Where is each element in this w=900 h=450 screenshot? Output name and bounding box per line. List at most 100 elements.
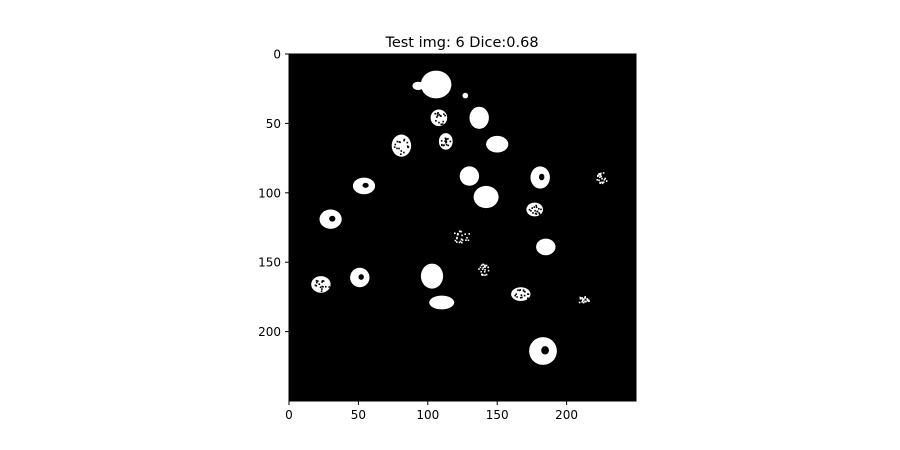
blob-pixel [456, 237, 458, 240]
blob-pixel [466, 237, 468, 239]
blob-speckle [445, 141, 447, 144]
blob-pixel [602, 181, 605, 183]
cell-blob [459, 166, 480, 186]
blob-speckle [318, 283, 321, 285]
blob-speckle [445, 138, 447, 140]
blob-speckle [538, 212, 540, 214]
blob-pixel [600, 175, 603, 178]
blob-speckle [441, 144, 443, 147]
blob-speckle [403, 151, 405, 154]
blob-pixel [479, 266, 482, 269]
blob-pixel [599, 176, 601, 178]
blob-speckle [436, 112, 439, 115]
blob-pixel [586, 298, 589, 300]
blob-pixel [484, 264, 486, 267]
blob-speckle [406, 141, 409, 144]
blob-hole [539, 173, 545, 181]
chart-title: Test img: 6 Dice:0.68 [384, 35, 538, 51]
blob-pixel [484, 266, 486, 268]
blob-pixel [579, 296, 582, 299]
blob-speckle [434, 112, 436, 115]
cell-blob [486, 135, 509, 153]
blob-pixel [599, 174, 602, 176]
blob-speckle [437, 112, 439, 114]
blob-speckle [398, 147, 400, 150]
blob-speckle [528, 208, 531, 211]
blob-speckle [538, 208, 540, 210]
blob-pixel [482, 274, 484, 276]
blob-speckle [403, 139, 405, 142]
blob-speckle [396, 140, 399, 143]
blob-speckle [438, 121, 440, 124]
blob-speckle [444, 114, 446, 117]
blob-speckle [533, 206, 536, 208]
cell-blob [536, 238, 556, 256]
cell-blob [429, 295, 455, 310]
blob-speckle [398, 141, 401, 143]
blob-pixel [601, 182, 604, 185]
blob-speckle [534, 209, 536, 212]
blob-pixel [586, 299, 589, 302]
blob-body [412, 81, 424, 91]
blob-pixel [600, 172, 602, 175]
blob-speckle [321, 281, 323, 283]
blob-hole [541, 346, 549, 355]
blob-pixel [584, 300, 586, 303]
blob-pixel [461, 241, 463, 244]
y-tick-label: 0 [273, 48, 281, 62]
blob-pixel [460, 230, 462, 233]
blob-speckle [328, 286, 330, 288]
blob-pixel [487, 266, 489, 269]
blob-pixel [584, 297, 586, 299]
blob-speckle [315, 279, 318, 282]
blob-speckle [406, 145, 409, 147]
cell-blob [352, 177, 376, 195]
blob-pixel [598, 173, 600, 175]
cell-blob [473, 185, 499, 209]
cell-blob [469, 106, 489, 129]
blob-pixel [582, 301, 585, 304]
blob-body [420, 263, 444, 289]
blob-speckle [321, 280, 324, 282]
blob-speckle [436, 116, 438, 118]
blob-pixel [581, 297, 584, 300]
cell-blob [478, 263, 490, 276]
blob-speckle [320, 290, 323, 292]
blob-speckle [445, 138, 448, 140]
blob-pixel [480, 264, 483, 267]
blob-speckle [445, 141, 448, 143]
y-tick-label: 100 [258, 186, 281, 200]
cell-blob [420, 263, 444, 289]
blob-speckle [441, 123, 444, 125]
blob-pixel [464, 233, 466, 235]
cell-blob [526, 202, 543, 217]
blob-speckle [535, 213, 538, 215]
blob-body [429, 295, 455, 310]
blob-speckle [530, 210, 532, 212]
blob-speckle [319, 286, 322, 289]
blob-speckle [444, 140, 446, 142]
blob-speckle [436, 114, 439, 117]
blob-pixel [459, 230, 461, 233]
y-axis: 0 50 100 150 200 [258, 48, 289, 339]
blob-pixel [485, 264, 488, 267]
blob-pixel [588, 300, 590, 302]
cell-blob [529, 337, 557, 365]
y-tick-label: 50 [266, 117, 281, 131]
blob-pixel [461, 239, 464, 241]
blob-pixel [456, 236, 458, 239]
blob-pixel [456, 241, 458, 243]
y-tick-label: 200 [258, 325, 281, 339]
blob-speckle [403, 138, 406, 141]
blob-pixel [481, 273, 483, 276]
cell-blob [430, 109, 448, 127]
blob-speckle [400, 153, 402, 155]
blob-body [430, 109, 448, 127]
blob-speckle [443, 144, 445, 146]
blob-pixel [478, 268, 480, 270]
blob-pixel [457, 232, 459, 235]
blob-speckle [321, 288, 323, 290]
blob-speckle [322, 280, 325, 282]
image-background [289, 54, 636, 401]
